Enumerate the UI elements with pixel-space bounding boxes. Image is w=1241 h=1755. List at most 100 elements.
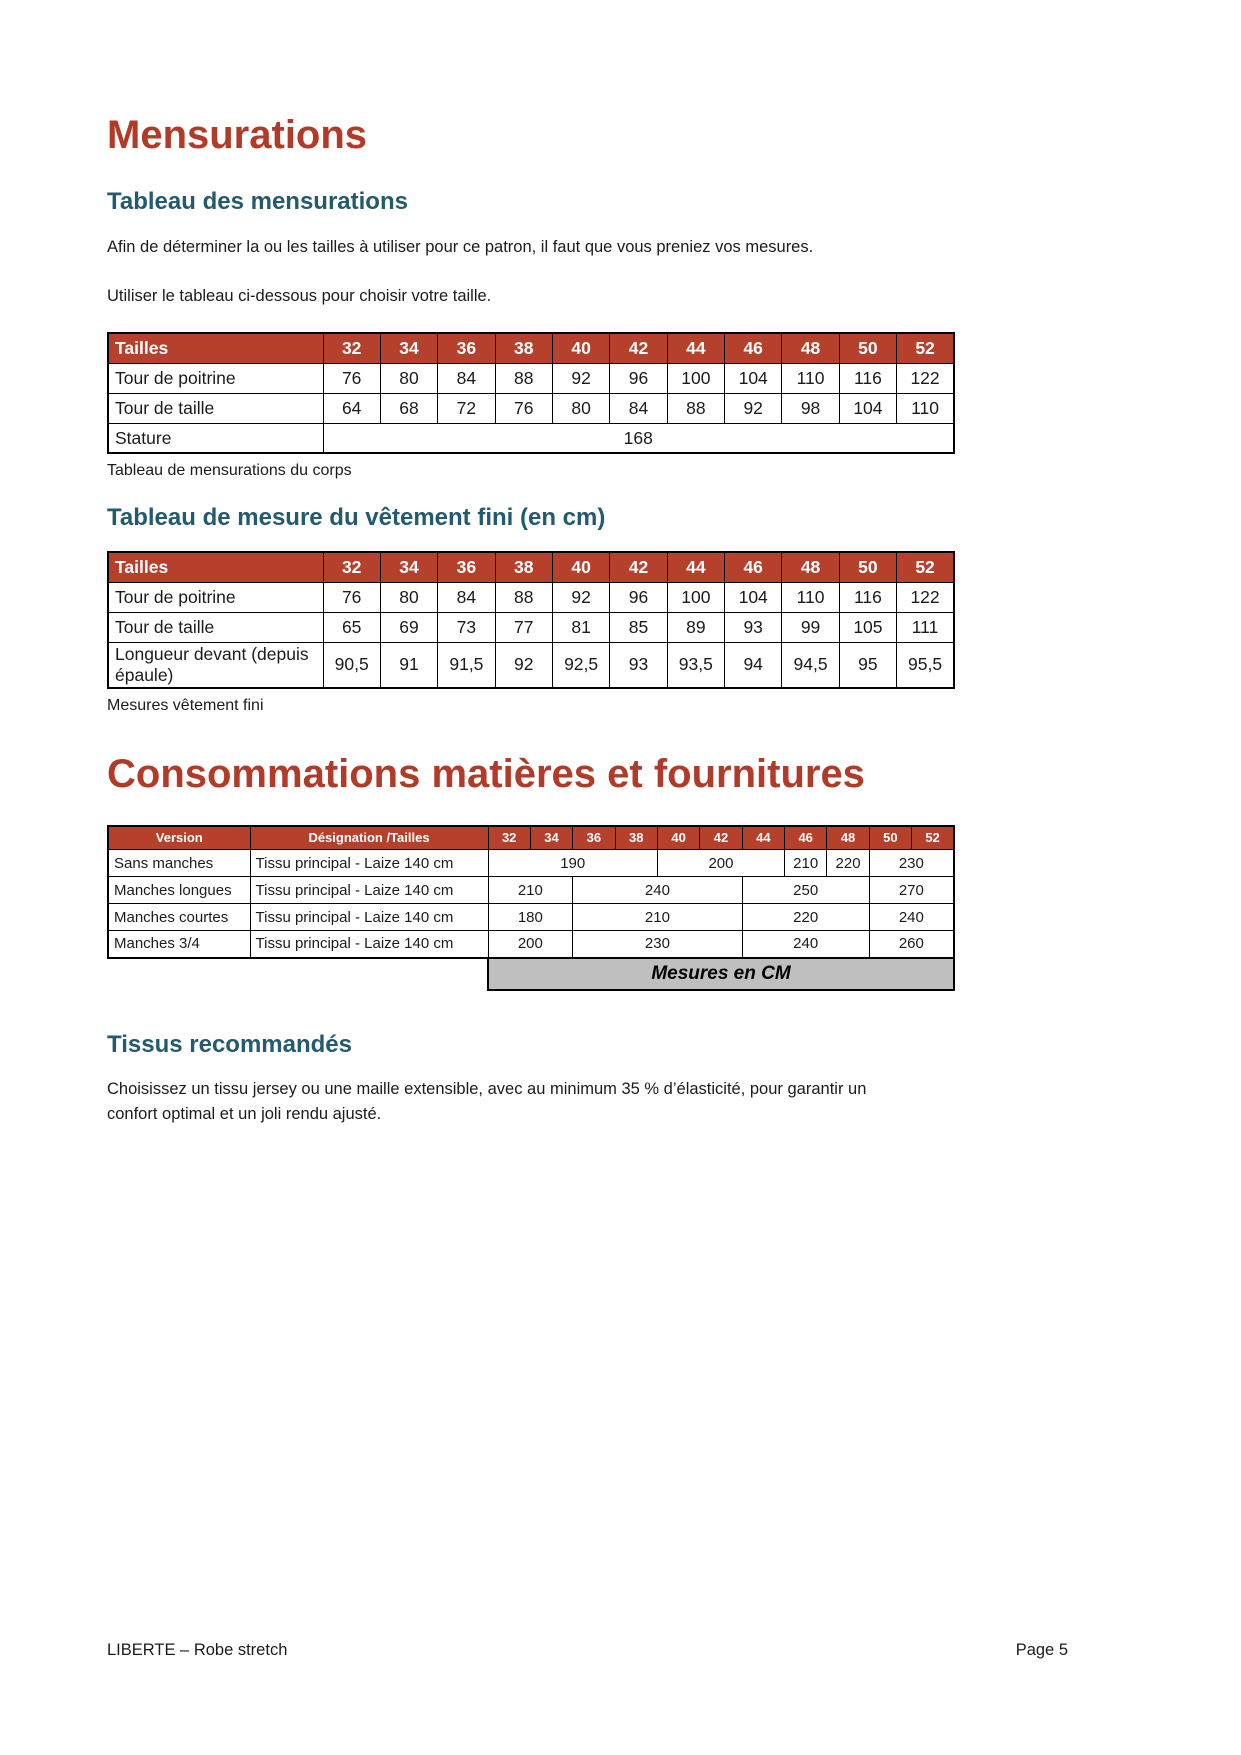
- size-header-cell: 38: [614, 825, 658, 851]
- measure-value-cell: 85: [609, 611, 668, 643]
- size-header-cell: 48: [781, 551, 840, 583]
- consumption-value-cell: 230: [572, 930, 743, 959]
- measure-value-cell: 93: [609, 641, 668, 689]
- measure-value-cell: 100: [666, 362, 726, 394]
- body-table-caption: Tableau de mensurations du corps: [107, 462, 352, 480]
- measure-value-cell: 88: [494, 362, 553, 394]
- size-header-cell: 32: [322, 551, 381, 583]
- measure-value-cell: 122: [896, 362, 955, 394]
- measure-value-cell: 116: [838, 581, 898, 613]
- row-label: Stature: [107, 422, 324, 454]
- size-header-cell: 42: [609, 551, 668, 583]
- intro-paragraph-1: Afin de déterminer la ou les tailles à u…: [107, 237, 814, 256]
- measure-value-cell: 90,5: [322, 641, 381, 689]
- size-header-cell: 34: [379, 332, 439, 364]
- consumption-value-cell: 220: [741, 903, 870, 932]
- size-header-cell: 44: [741, 825, 786, 851]
- measure-value-cell: 104: [724, 581, 783, 613]
- measure-value-cell: 99: [781, 611, 840, 643]
- size-header-cell: 52: [896, 551, 955, 583]
- measure-value-cell: 88: [666, 392, 726, 424]
- size-header-cell: 38: [494, 332, 553, 364]
- consumption-value-cell: 190: [487, 849, 658, 878]
- size-header-cell: 40: [656, 825, 701, 851]
- measure-value-cell: 92: [551, 362, 611, 394]
- measure-value-cell: 94: [724, 641, 783, 689]
- size-header-cell: 32: [487, 825, 531, 851]
- size-header-cell: 40: [551, 332, 611, 364]
- sizes-corner-header: Tailles: [107, 551, 324, 583]
- measure-value-cell: 76: [322, 362, 381, 394]
- measure-value-cell: 92: [551, 581, 611, 613]
- table-row: Longueur devant (depuis épaule) 90,5 91 91,…: [107, 641, 955, 689]
- table-row: Tour de taille 65 69 73 77 81 85 89 93 99 105 111: [107, 611, 955, 643]
- measure-value-cell: 95,5: [896, 641, 955, 689]
- version-header: Version: [107, 825, 251, 851]
- version-cell: Sans manches: [107, 849, 251, 878]
- size-header-cell: 40: [551, 551, 611, 583]
- designation-cell: Tissu principal - Laize 140 cm: [249, 903, 489, 932]
- size-header-cell: 34: [529, 825, 574, 851]
- size-header-cell: 34: [379, 551, 439, 583]
- consumption-value-cell: 270: [868, 876, 955, 905]
- consumption-value-cell: 240: [572, 876, 743, 905]
- finished-table-caption: Mesures vêtement fini: [107, 696, 264, 714]
- size-header-cell: 52: [911, 825, 955, 851]
- size-header-cell: 44: [666, 551, 726, 583]
- header-row: Version Désignation /Tailles 32 34 36 38 40 42 4…: [107, 825, 955, 851]
- measure-value-cell: 84: [437, 362, 496, 394]
- measure-value-cell: 80: [379, 362, 439, 394]
- table-row: Tour de taille 64 68 72 76 80 84 88 92 98 104 110: [107, 392, 955, 424]
- measure-value-cell: 91: [379, 641, 439, 689]
- table-row: Manches courtes Tissu principal - Laize 1…: [107, 903, 955, 932]
- measure-value-cell: 95: [838, 641, 898, 689]
- size-header-cell: 42: [609, 332, 668, 364]
- measure-value-cell: 93: [724, 611, 783, 643]
- consumption-value-cell: 200: [656, 849, 786, 878]
- measure-value-cell: 110: [896, 392, 955, 424]
- measure-value-cell: 76: [494, 392, 553, 424]
- measure-value-cell: 122: [896, 581, 955, 613]
- size-header-cell: 50: [838, 332, 898, 364]
- measure-value-cell: 80: [379, 581, 439, 613]
- tissus-paragraph: Choisissez un tissu jersey ou une maille…: [107, 1080, 867, 1124]
- size-header-cell: 42: [699, 825, 743, 851]
- consumption-value-cell: 240: [741, 930, 870, 959]
- measure-value-cell: 73: [437, 611, 496, 643]
- consumption-value-cell: 200: [487, 930, 574, 959]
- consumption-value-cell: 210: [572, 903, 743, 932]
- measure-value-cell: 94,5: [781, 641, 840, 689]
- measure-value-cell: 76: [322, 581, 381, 613]
- measure-value-cell: 105: [838, 611, 898, 643]
- size-header-cell: 36: [437, 551, 496, 583]
- size-header-cell: 48: [781, 332, 840, 364]
- measure-value-cell: 98: [781, 392, 840, 424]
- designation-cell: Tissu principal - Laize 140 cm: [249, 849, 489, 878]
- size-header-cell: 44: [666, 332, 726, 364]
- measure-value-cell: 65: [322, 611, 381, 643]
- measure-value-cell: 92: [724, 392, 783, 424]
- measure-value-cell: 84: [437, 581, 496, 613]
- table-row: Manches 3/4 Tissu principal - Laize 140 c…: [107, 930, 955, 959]
- measure-value-cell: 92,5: [551, 641, 611, 689]
- measure-value-cell: 89: [666, 611, 726, 643]
- footer-document-title: LIBERTE – Robe stretch: [107, 1641, 288, 1659]
- measure-value-cell: 168: [322, 422, 955, 454]
- measure-value-cell: 91,5: [437, 641, 496, 689]
- unit-note-band: Mesures en CM: [487, 958, 955, 991]
- row-label: Tour de taille: [107, 611, 324, 643]
- table-row: Tour de poitrine 76 80 84 88 92 96 100 104 110 116…: [107, 581, 955, 613]
- size-header-cell: 52: [896, 332, 955, 364]
- size-header-cell: 36: [437, 332, 496, 364]
- measure-value-cell: 110: [781, 362, 840, 394]
- sizes-corner-header: Tailles: [107, 332, 324, 364]
- heading-tableau-mensurations: Tableau des mensurations: [107, 188, 408, 215]
- row-label: Tour de taille: [107, 392, 324, 424]
- heading-tissus-recommandes: Tissus recommandés: [107, 1030, 353, 1058]
- measure-value-cell: 100: [666, 581, 726, 613]
- consumption-value-cell: 180: [487, 903, 574, 932]
- measure-value-cell: 69: [379, 611, 439, 643]
- fabric-consumption-table: Version Désignation /Tailles 32 34 36 38 40 42 4…: [107, 824, 955, 959]
- consumption-value-cell: 260: [868, 930, 955, 959]
- measure-value-cell: 88: [494, 581, 553, 613]
